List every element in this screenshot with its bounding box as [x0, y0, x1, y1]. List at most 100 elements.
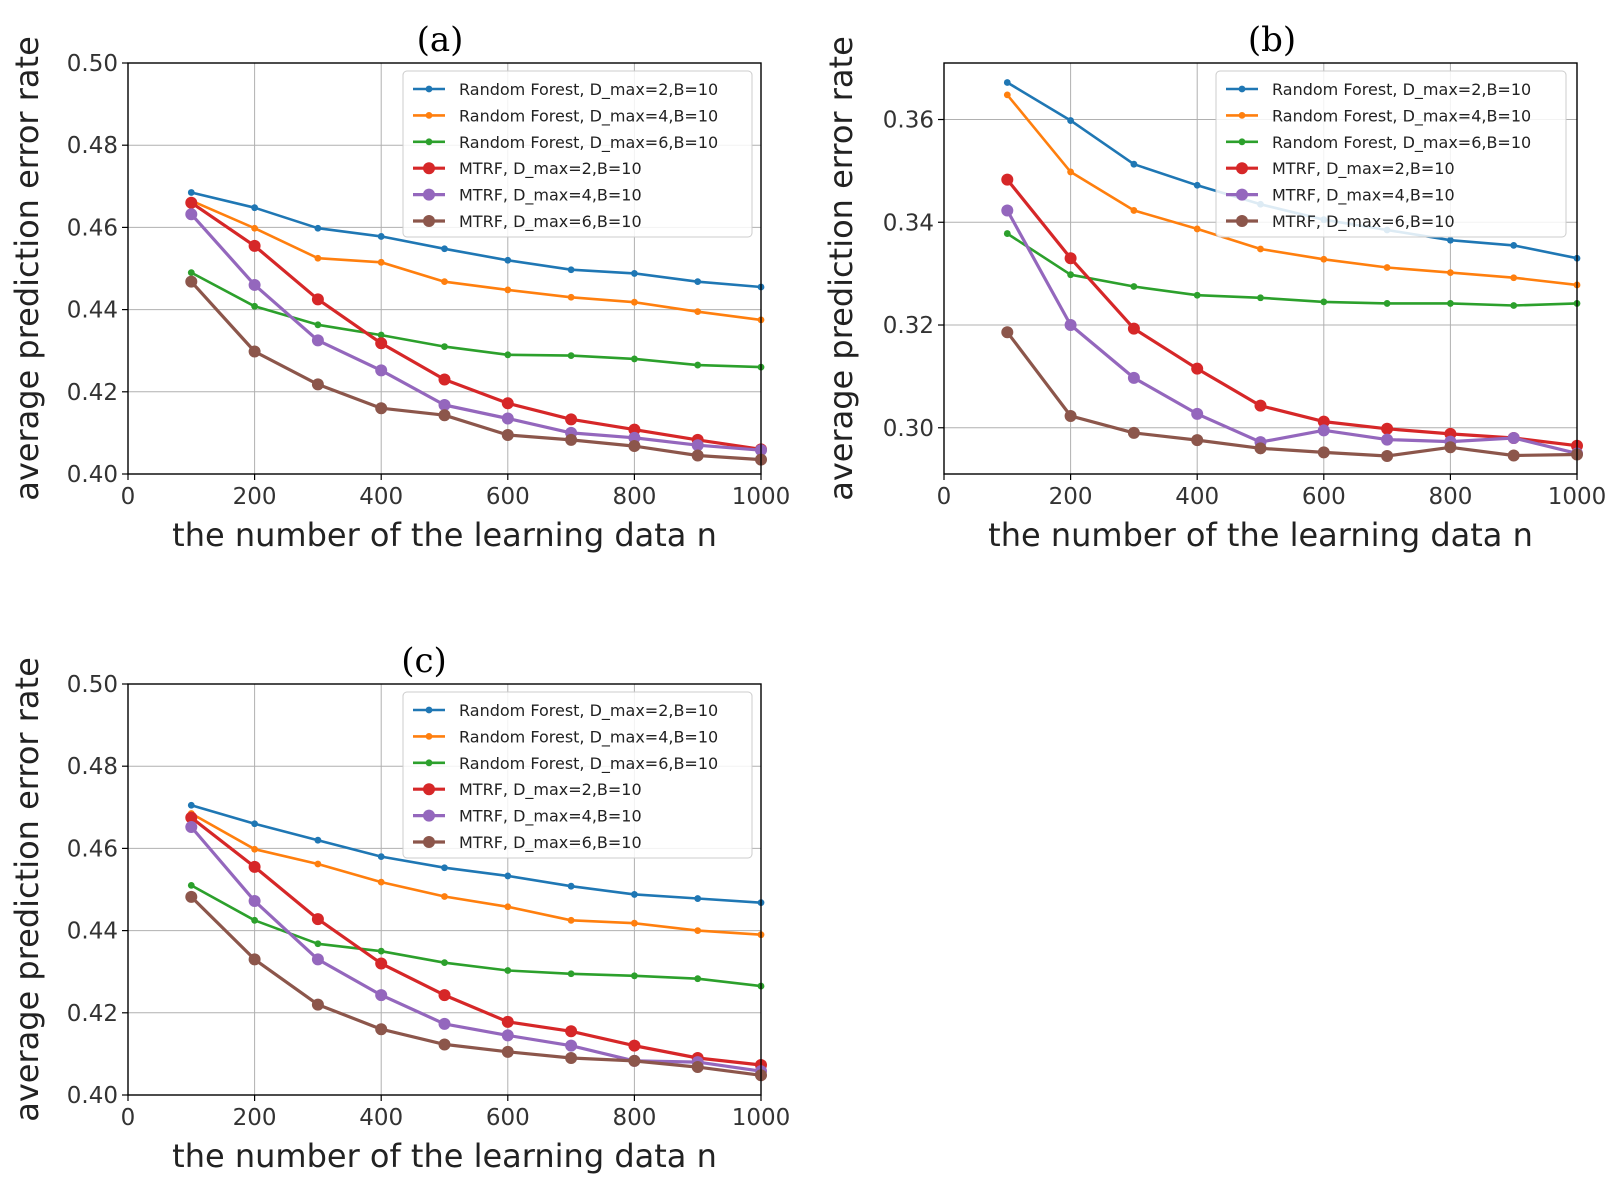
data-point: [631, 270, 638, 277]
legend-entry: MTRF, D_max=2,B=10: [1226, 159, 1455, 179]
data-point: [187, 801, 195, 809]
legend-entry: Random Forest, D_max=6,B=10: [413, 754, 718, 774]
data-point: [1510, 274, 1518, 282]
x-tick-label: 200: [233, 484, 277, 510]
data-point: [1317, 446, 1330, 459]
axes-frame: [943, 62, 1578, 475]
legend-label: Random Forest, D_max=2,B=10: [459, 701, 718, 721]
data-point: [441, 245, 448, 253]
series-3: [1003, 230, 1581, 309]
legend-swatch-marker: [1236, 215, 1248, 227]
legend-swatch-marker: [1238, 112, 1246, 119]
data-point: [501, 1045, 514, 1058]
data-point: [1447, 300, 1454, 307]
data-point: [311, 334, 324, 347]
legend-swatch-marker: [423, 783, 435, 796]
data-point: [248, 239, 261, 252]
data-point: [1510, 302, 1518, 309]
y-tick-label: 0.40: [67, 1083, 118, 1109]
data-point: [504, 351, 512, 359]
data-point: [248, 953, 261, 966]
legend-swatch-marker: [425, 85, 433, 93]
x-tick-label: 1000: [732, 1105, 791, 1131]
legend-label: Random Forest, D_max=4,B=10: [1272, 106, 1531, 126]
legend-entry: MTRF, D_max=2,B=10: [413, 780, 642, 800]
legend-swatch-marker: [423, 162, 435, 175]
series-line: [1006, 178, 1578, 448]
legend-label: Random Forest, D_max=6,B=10: [459, 133, 718, 153]
series-5: [1001, 204, 1583, 460]
series-line: [190, 199, 762, 322]
series-line: [190, 201, 762, 451]
data-point: [694, 895, 702, 902]
data-point: [1444, 441, 1457, 454]
data-point: [1191, 362, 1204, 375]
data-point: [691, 1061, 704, 1074]
data-point: [248, 278, 261, 291]
legend-swatch-marker: [1238, 138, 1246, 146]
data-point: [567, 352, 575, 360]
data-point: [377, 947, 385, 955]
legend-label: Random Forest, D_max=6,B=10: [459, 754, 718, 774]
data-point: [1381, 433, 1394, 446]
y-axis-label: average prediction error rate: [8, 657, 46, 1122]
axes-frame: [127, 683, 762, 1096]
data-point: [1320, 255, 1328, 263]
y-axis-label: average prediction error rate: [822, 36, 860, 501]
data-point: [1317, 424, 1330, 437]
series-line: [1006, 232, 1578, 307]
data-point: [314, 321, 322, 329]
legend-entry: MTRF, D_max=4,B=10: [1226, 186, 1455, 206]
y-axis-label: average prediction error rate: [8, 36, 46, 501]
data-point: [1130, 207, 1138, 214]
data-point: [1447, 236, 1454, 244]
series-2: [1003, 91, 1581, 289]
data-point: [375, 364, 388, 377]
data-point: [311, 378, 324, 391]
series-line: [190, 816, 762, 1067]
data-point: [1064, 252, 1077, 265]
data-point: [1257, 245, 1264, 253]
legend-entry: Random Forest, D_max=2,B=10: [1226, 80, 1531, 100]
data-point: [375, 957, 388, 970]
y-tick-label: 0.40: [67, 462, 118, 488]
series-line: [190, 213, 762, 452]
legend: Random Forest, D_max=2,B=10 Random Forest…: [402, 691, 753, 859]
data-point: [311, 998, 324, 1011]
legend-swatch-marker: [1236, 188, 1248, 201]
data-point: [1254, 399, 1267, 412]
data-point: [1001, 204, 1014, 217]
data-point: [694, 278, 702, 286]
data-point: [567, 293, 575, 301]
data-point: [694, 927, 702, 934]
series-line: [1005, 209, 1578, 455]
series-line: [190, 191, 762, 289]
series-line: [190, 280, 762, 462]
data-point: [185, 811, 198, 824]
y-tick-label: 0.36: [883, 108, 934, 134]
legend: Random Forest, D_max=2,B=10 Random Forest…: [1215, 70, 1567, 238]
x-tick-label: 1000: [732, 484, 791, 510]
legend-entry: MTRF, D_max=6,B=10: [413, 833, 642, 853]
legend-swatch-marker: [423, 215, 435, 227]
x-tick-label: 200: [233, 1105, 277, 1131]
y-tick-label: 0.30: [883, 416, 934, 442]
data-point: [565, 1025, 578, 1038]
y-tick-label: 0.32: [883, 313, 934, 339]
data-point: [1001, 173, 1014, 186]
y-tick-label: 0.50: [67, 672, 118, 698]
x-tick-label: 400: [1175, 484, 1219, 510]
legend-swatch-marker: [425, 733, 433, 740]
chart-panel-1: 0 200 400 600 800 1000 0.40 0.42 0.44 0.46 0.48 0.5…: [8, 20, 790, 554]
legend-entry: Random Forest, D_max=2,B=10: [413, 701, 718, 721]
data-point: [441, 278, 448, 286]
data-point: [375, 989, 388, 1002]
data-point: [565, 1052, 578, 1065]
data-point: [441, 959, 448, 967]
x-axis-label: the number of the learning data n: [172, 516, 717, 554]
legend-entry: MTRF, D_max=6,B=10: [413, 212, 642, 232]
legend-entry: MTRF, D_max=4,B=10: [413, 807, 642, 827]
data-point: [377, 331, 385, 339]
data-point: [311, 293, 324, 306]
